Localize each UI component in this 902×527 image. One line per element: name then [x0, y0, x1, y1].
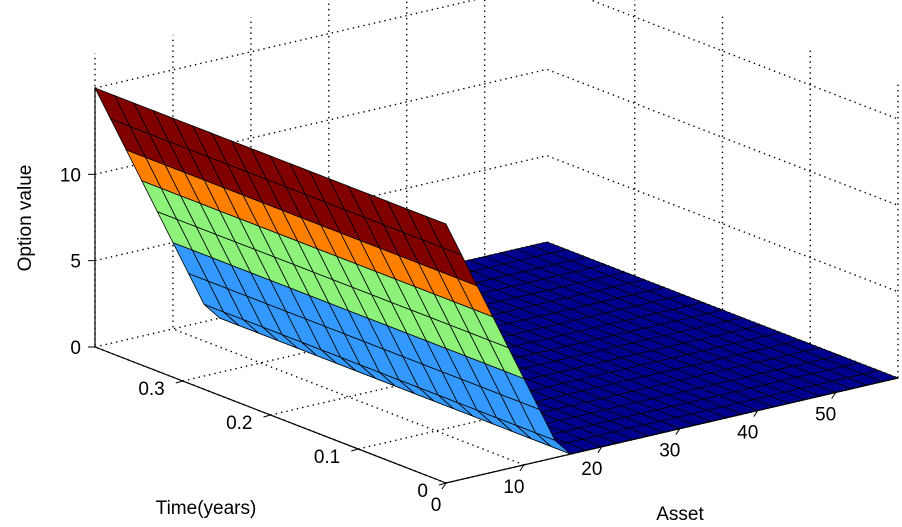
x-tick-label: 30 [659, 441, 680, 462]
grid-line-y [270, 16, 724, 416]
x-tick-mark [831, 392, 837, 399]
x-tick-label: 10 [503, 477, 524, 498]
y-tick-mark [263, 414, 271, 418]
grid-line-y [445, 84, 899, 484]
z-tick-label: 0 [70, 338, 81, 359]
x-axis-label: Asset [656, 504, 704, 525]
y-tick-mark [351, 448, 359, 452]
x-tick-mark [753, 410, 759, 417]
grid-line-x [172, 35, 525, 466]
x-tick-label: 50 [815, 404, 836, 425]
x-tick-mark [675, 428, 681, 435]
y-tick-mark [175, 380, 183, 384]
y-tick-mark [438, 482, 447, 486]
grid-line-y [358, 50, 811, 450]
grid-line-z [94, 0, 899, 120]
x-tick-mark [597, 446, 603, 454]
x-tick-mark [441, 482, 447, 490]
x-tick-mark [519, 464, 525, 472]
y-axis-label: Time(years) [156, 498, 257, 519]
y-tick-label: 0 [417, 481, 428, 502]
y-tick-label: 0.1 [314, 447, 340, 468]
x-axis-line [445, 377, 899, 484]
z-axis-label: Option value [15, 165, 36, 272]
y-tick-label: 0.2 [226, 413, 252, 434]
grid-line-y [182, 0, 636, 382]
x-tick-label: 0 [431, 495, 442, 516]
z-tick-label: 10 [60, 165, 81, 186]
x-tick-label: 20 [581, 459, 602, 480]
surface-mesh [94, 87, 900, 455]
z-tick-label: 5 [70, 252, 81, 273]
surface-patch [425, 215, 463, 256]
tick-labels: 0 10 20 30 40 50 0 0.1 0.2 0.3 0 5 10 [60, 165, 836, 516]
x-tick-label: 40 [737, 423, 758, 444]
y-tick-label: 0.3 [138, 379, 164, 400]
